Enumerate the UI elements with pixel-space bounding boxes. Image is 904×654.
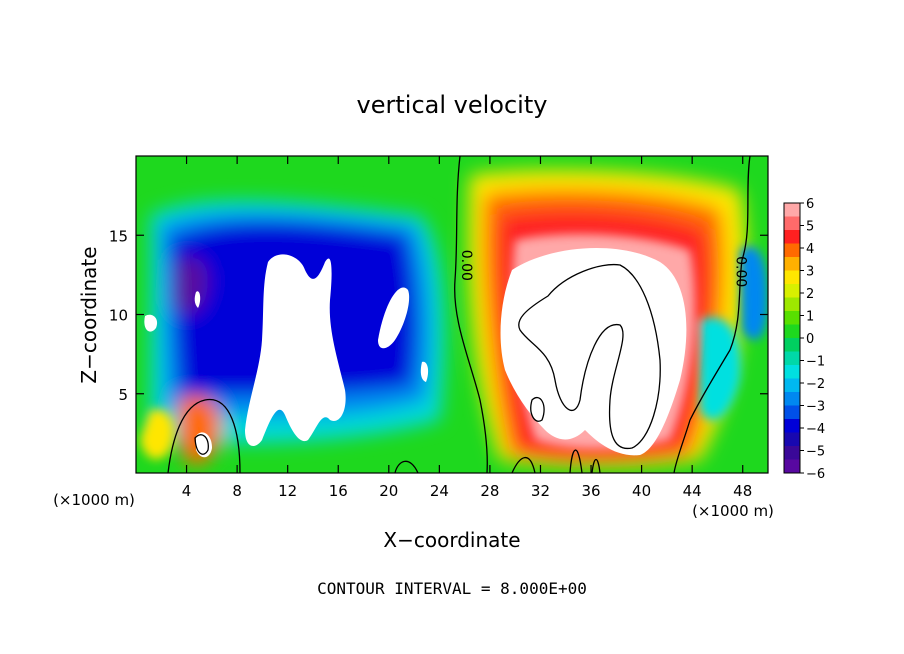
contour-lines xyxy=(167,156,751,473)
x-tick-label: 20 xyxy=(379,482,398,500)
x-unit-label: (×1000 m) xyxy=(53,491,135,509)
colorbar-swatch xyxy=(784,311,800,325)
y-tick-label: 10 xyxy=(109,307,128,325)
colorbar-label: −6 xyxy=(806,467,825,482)
colorbar-label: 2 xyxy=(806,287,814,302)
colorbar-swatch xyxy=(784,243,800,258)
y-tick-label: 15 xyxy=(109,227,128,245)
colorbar-swatch xyxy=(784,392,800,406)
x-tick-label: 4 xyxy=(182,482,192,500)
contour-label: 0.00 xyxy=(732,256,748,287)
colorbar-label: −2 xyxy=(806,377,825,392)
colorbar-swatch xyxy=(784,378,800,393)
colorbar-swatch xyxy=(784,203,800,217)
x-axis-title: X−coordinate xyxy=(383,528,520,552)
colorbar: 6 5 4 3 2 1 0 −1 −2 −3 −4 −5 −6 xyxy=(783,197,825,482)
colorbar-label: 6 xyxy=(806,197,814,212)
contour-interval-note: CONTOUR INTERVAL = 8.000E+00 xyxy=(317,579,587,598)
x-tick-label: 44 xyxy=(683,482,702,500)
colorbar-swatch xyxy=(784,446,800,460)
y-axis: 5 10 15 xyxy=(109,227,768,404)
colorbar-label: −3 xyxy=(806,400,825,415)
colorbar-swatch xyxy=(784,419,800,433)
x-tick-label: 28 xyxy=(480,482,499,500)
colorbar-swatch xyxy=(784,284,800,298)
colorbar-label: 1 xyxy=(806,310,814,325)
colorbar-label: 5 xyxy=(806,220,814,235)
y-tick-label: 5 xyxy=(118,386,128,404)
x-axis: 4 8 12 16 20 24 28 32 36 40 44 48 xyxy=(182,156,752,500)
colorbar-swatch xyxy=(784,459,800,474)
colorbar-label: −1 xyxy=(806,355,825,370)
colorbar-swatch xyxy=(784,324,800,339)
chart-title: vertical velocity xyxy=(357,91,548,119)
colorbar-swatch xyxy=(784,257,800,271)
x-tick-label: 40 xyxy=(632,482,651,500)
colorbar-swatch xyxy=(784,270,800,285)
colorbar-label: −4 xyxy=(806,422,825,437)
colorbar-label: 3 xyxy=(806,265,814,280)
heatmap-field xyxy=(136,156,768,473)
colorbar-swatch xyxy=(784,351,800,366)
y-axis-title: Z−coordinate xyxy=(77,246,101,383)
colorbar-label: 0 xyxy=(806,332,814,347)
white-saturated-regions xyxy=(144,248,687,458)
x-tick-label: 16 xyxy=(329,482,348,500)
colorbar-label: 4 xyxy=(806,242,814,257)
colorbar-swatch xyxy=(784,365,800,379)
colorbar-swatch xyxy=(784,297,800,312)
colorbar-label: −5 xyxy=(806,445,825,460)
x-unit-label-right: (×1000 m) xyxy=(692,502,774,520)
x-tick-label: 48 xyxy=(733,482,752,500)
colorbar-swatch xyxy=(784,216,800,231)
contour-labels: 0.00 0.00 xyxy=(458,250,748,288)
x-tick-label: 8 xyxy=(232,482,242,500)
x-tick-label: 32 xyxy=(531,482,550,500)
x-tick-label: 24 xyxy=(430,482,449,500)
colorbar-swatch xyxy=(784,338,800,352)
colorbar-swatch xyxy=(784,432,800,447)
colorbar-swatch xyxy=(784,405,800,420)
x-tick-label: 12 xyxy=(278,482,297,500)
colorbar-swatch xyxy=(784,230,800,244)
contour-label: 0.00 xyxy=(458,250,474,281)
x-tick-label: 36 xyxy=(581,482,600,500)
